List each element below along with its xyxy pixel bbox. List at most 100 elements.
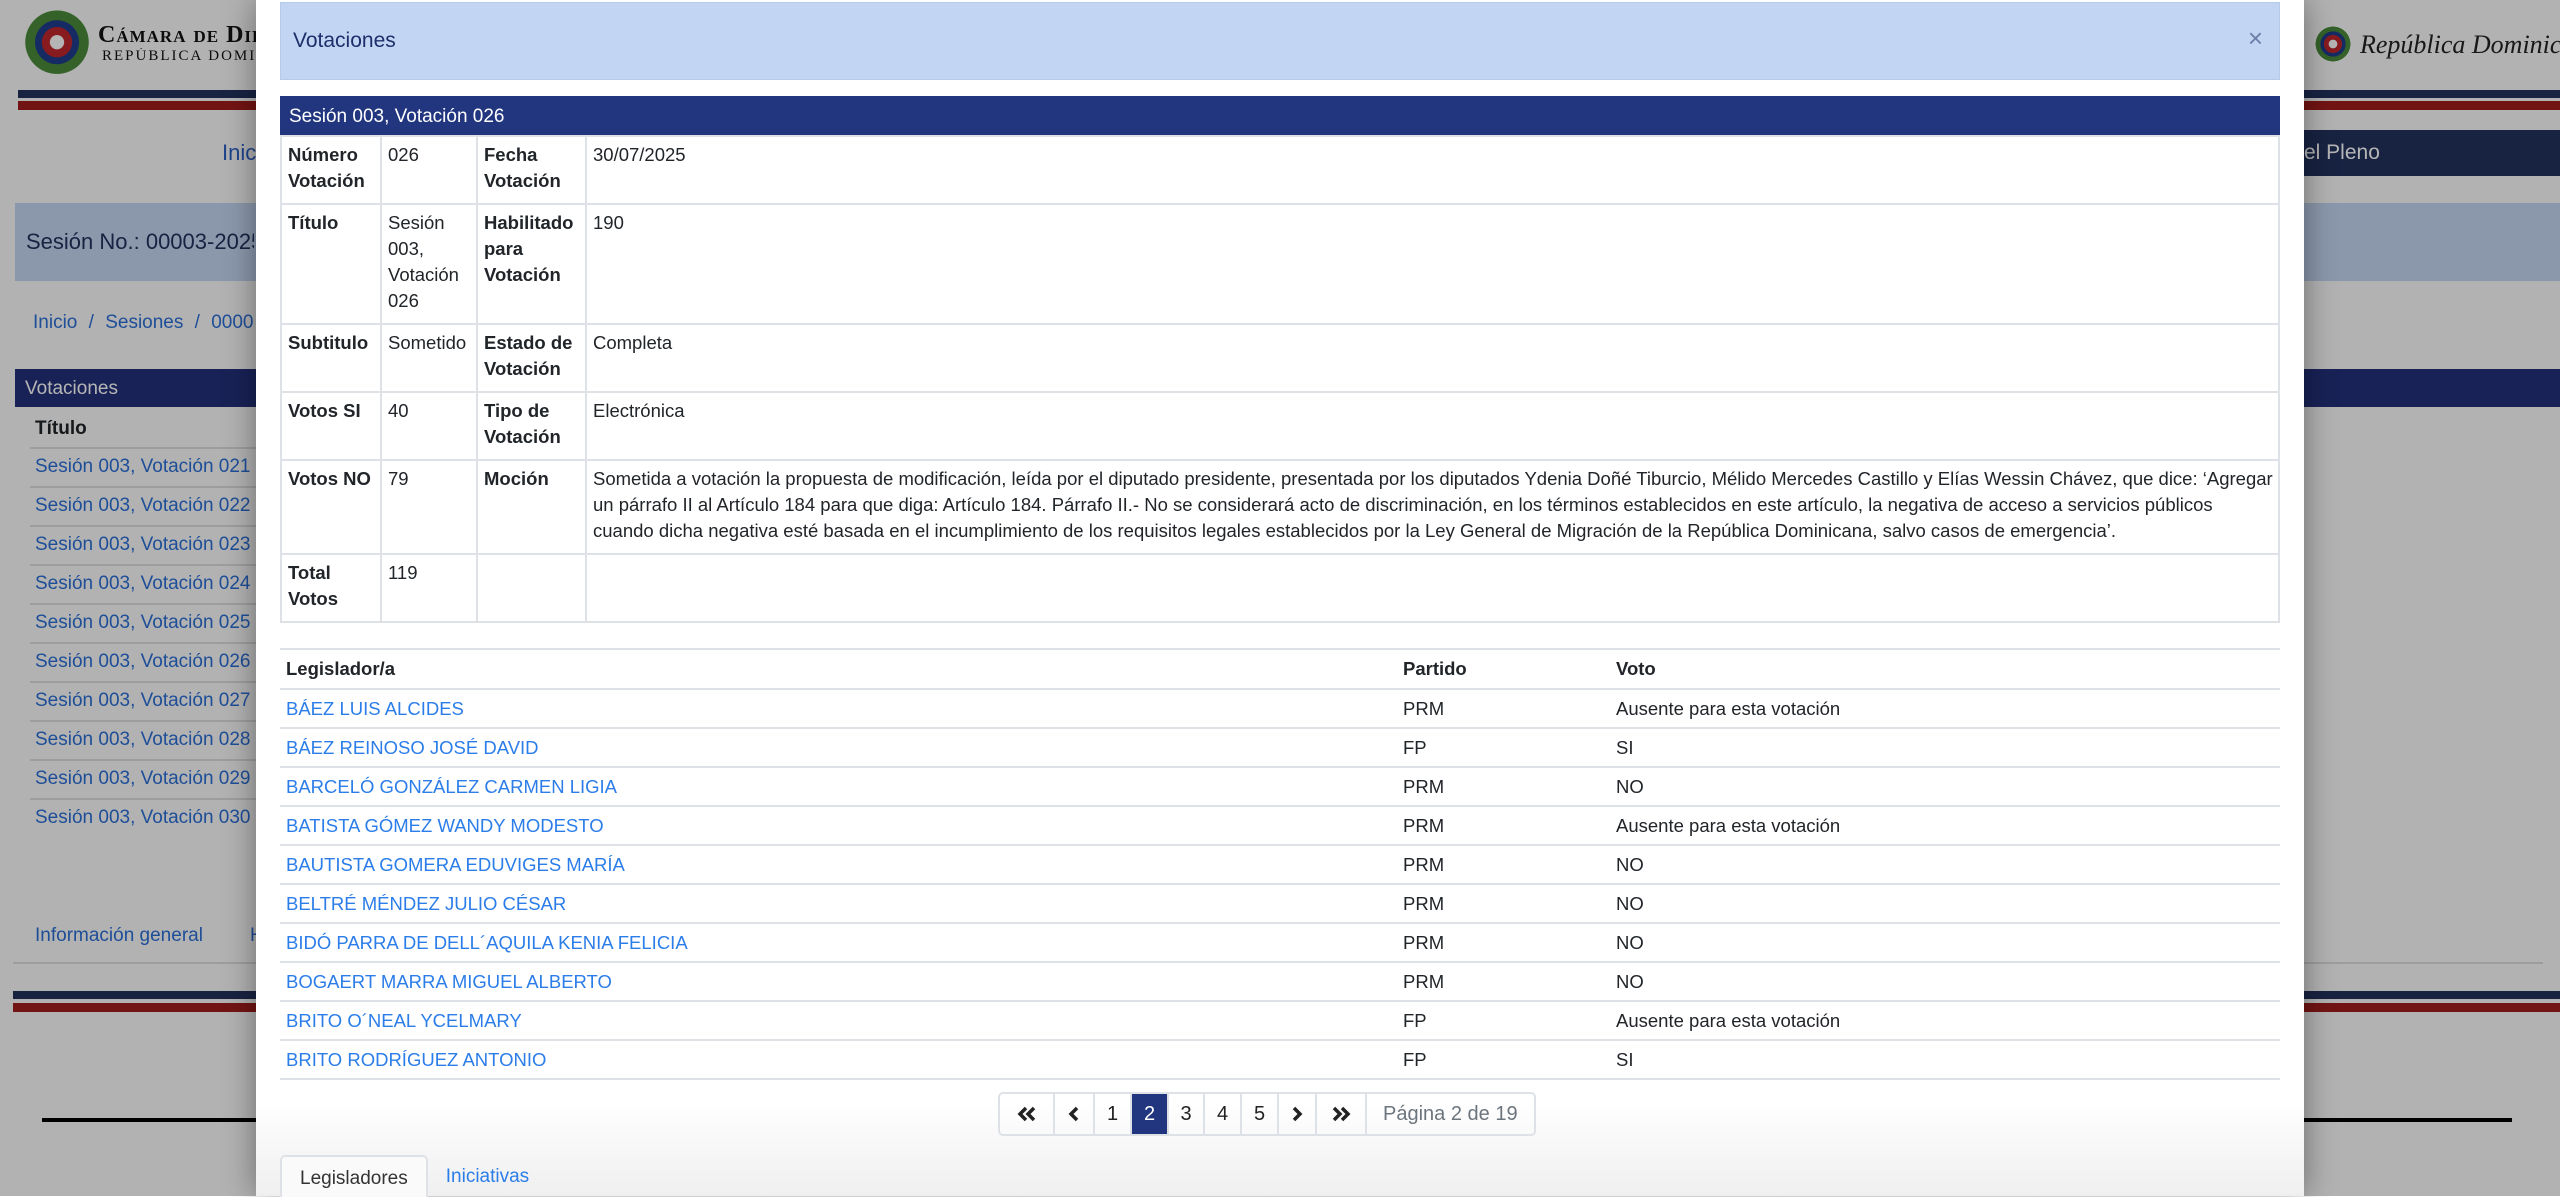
vote-cell: NO bbox=[1610, 884, 2280, 924]
tab-iniciativas[interactable]: Iniciativas bbox=[445, 1166, 530, 1187]
legislator-link[interactable]: BÁEZ LUIS ALCIDES bbox=[286, 697, 464, 719]
party-cell: PRM bbox=[1397, 845, 1610, 885]
tab-informacion-general[interactable]: Información general bbox=[35, 925, 203, 946]
table-row: Total Votos 119 bbox=[280, 553, 2280, 623]
party-cell: PRM bbox=[1397, 689, 1610, 729]
session-number: Sesión No.: 00003-2025 bbox=[26, 229, 254, 254]
tab-legisladores[interactable]: Legisladores bbox=[280, 1155, 428, 1197]
header-legislador: Legislador/a bbox=[280, 648, 1397, 690]
modal-header: Votaciones × bbox=[280, 2, 2280, 80]
legislator-link[interactable]: BRITO RODRÍGUEZ ANTONIO bbox=[286, 1048, 547, 1070]
votaciones-list: Sesión 003, Votación 021 Sesión 003, Vot… bbox=[30, 447, 256, 837]
party-cell: PRM bbox=[1397, 767, 1610, 807]
list-item[interactable]: Sesión 003, Votación 021 bbox=[30, 447, 256, 486]
label: Votos NO bbox=[280, 459, 382, 555]
value: Sometido bbox=[380, 323, 478, 393]
last-page-button[interactable] bbox=[1317, 1094, 1367, 1134]
first-page-button[interactable] bbox=[1000, 1094, 1055, 1134]
vote-cell: NO bbox=[1610, 845, 2280, 885]
party-cell: PRM bbox=[1397, 884, 1610, 924]
double-chevron-right-icon bbox=[1332, 1106, 1351, 1122]
prev-page-button[interactable] bbox=[1055, 1094, 1095, 1134]
vote-cell: SI bbox=[1610, 728, 2280, 768]
table-row: Votos NO 79 Moción Sometida a votación la p… bbox=[280, 459, 2280, 555]
page-2-button[interactable]: 2 bbox=[1132, 1094, 1169, 1134]
legislator-link[interactable]: BRITO O´NEAL YCELMARY bbox=[286, 1009, 522, 1031]
modal-title: Votaciones bbox=[293, 29, 396, 52]
table-row: Votos SI 40 Tipo de Votación Electrónica bbox=[280, 391, 2280, 461]
table-row: Título Sesión 003, Votación 026 Habilitado… bbox=[280, 203, 2280, 325]
legislator-cell: BÁEZ REINOSO JOSÉ DAVID bbox=[280, 728, 1397, 768]
list-item[interactable]: Sesión 003, Votación 029 bbox=[30, 759, 256, 798]
table-row: BARCELÓ GONZÁLEZ CARMEN LIGIA PRM NO bbox=[280, 767, 2280, 807]
nav-inicio[interactable]: Inicio bbox=[222, 140, 256, 165]
legislator-link[interactable]: BAUTISTA GOMERA EDUVIGES MARÍA bbox=[286, 853, 625, 875]
legislator-link[interactable]: BIDÓ PARRA DE DELL´AQUILA KENIA FELICIA bbox=[286, 931, 688, 953]
value: 30/07/2025 bbox=[585, 135, 2280, 205]
party-cell: FP bbox=[1397, 1001, 1610, 1041]
value: Sesión 003, Votación 026 bbox=[380, 203, 478, 325]
legislator-cell: BATISTA GÓMEZ WANDY MODESTO bbox=[280, 806, 1397, 846]
vote-details-table: Número Votación 026 Fecha Votación 30/07/20… bbox=[280, 135, 2280, 623]
legislator-cell: BAUTISTA GOMERA EDUVIGES MARÍA bbox=[280, 845, 1397, 885]
legislator-cell: BÁEZ LUIS ALCIDES bbox=[280, 689, 1397, 729]
list-item[interactable]: Sesión 003, Votación 025 bbox=[30, 603, 256, 642]
list-item[interactable]: Sesión 003, Votación 030 bbox=[30, 798, 256, 837]
label: Moción bbox=[476, 459, 587, 555]
legislator-link[interactable]: BATISTA GÓMEZ WANDY MODESTO bbox=[286, 814, 604, 836]
table-row: BOGAERT MARRA MIGUEL ALBERTO PRM NO bbox=[280, 962, 2280, 1002]
page-4-button[interactable]: 4 bbox=[1205, 1094, 1242, 1134]
label: Votos SI bbox=[280, 391, 382, 461]
value: 190 bbox=[585, 203, 2280, 325]
site-subtitle: REPÚBLICA DOMINICANA bbox=[102, 48, 256, 64]
legislator-cell: BRITO RODRÍGUEZ ANTONIO bbox=[280, 1040, 1397, 1080]
party-cell: FP bbox=[1397, 1040, 1610, 1080]
legislator-link[interactable]: BÁEZ REINOSO JOSÉ DAVID bbox=[286, 736, 539, 758]
votaciones-modal: Votaciones × Sesión 003, Votación 026 Nú… bbox=[256, 0, 2304, 1197]
list-item[interactable]: Sesión 003, Votación 024 bbox=[30, 564, 256, 603]
nav-pleno[interactable]: el Pleno bbox=[2304, 130, 2560, 176]
page-3-button[interactable]: 3 bbox=[1169, 1094, 1205, 1134]
value: 119 bbox=[380, 553, 478, 623]
list-item[interactable]: Sesión 003, Votación 026 bbox=[30, 642, 256, 681]
list-item[interactable]: Sesión 003, Votación 023 bbox=[30, 525, 256, 564]
label: Total Votos bbox=[280, 553, 382, 623]
legislator-cell: BOGAERT MARRA MIGUEL ALBERTO bbox=[280, 962, 1397, 1002]
tab-h[interactable]: H bbox=[250, 925, 256, 947]
legislator-cell: BARCELÓ GONZÁLEZ CARMEN LIGIA bbox=[280, 767, 1397, 807]
republica-dominicana-logo bbox=[2313, 26, 2353, 66]
table-row: Número Votación 026 Fecha Votación 30/07/20… bbox=[280, 135, 2280, 205]
label: Título bbox=[280, 203, 382, 325]
republica-dominicana-text: República Dominicana bbox=[2360, 30, 2560, 59]
header-partido: Partido bbox=[1397, 648, 1610, 690]
breadcrumb-sesiones[interactable]: Sesiones bbox=[105, 312, 184, 333]
modal-tabs: Legisladores Iniciativas bbox=[280, 1155, 547, 1197]
table-row: BÁEZ REINOSO JOSÉ DAVID FP SI bbox=[280, 728, 2280, 768]
table-row: BAUTISTA GOMERA EDUVIGES MARÍA PRM NO bbox=[280, 845, 2280, 885]
section-title: Sesión 003, Votación 026 bbox=[280, 96, 2280, 135]
breadcrumb-inicio[interactable]: Inicio bbox=[33, 312, 78, 333]
next-page-button[interactable] bbox=[1279, 1094, 1317, 1134]
list-item[interactable]: Sesión 003, Votación 022 bbox=[30, 486, 256, 525]
party-cell: FP bbox=[1397, 728, 1610, 768]
page-info: Página 2 de 19 bbox=[1383, 1102, 1518, 1125]
label: Habilitado para Votación bbox=[476, 203, 587, 325]
table-row: BÁEZ LUIS ALCIDES PRM Ausente para esta vo… bbox=[280, 689, 2280, 729]
value: 40 bbox=[380, 391, 478, 461]
list-item[interactable]: Sesión 003, Votación 027 bbox=[30, 681, 256, 720]
legislator-link[interactable]: BOGAERT MARRA MIGUEL ALBERTO bbox=[286, 970, 612, 992]
list-item[interactable]: Sesión 003, Votación 028 bbox=[30, 720, 256, 759]
legislator-link[interactable]: BARCELÓ GONZÁLEZ CARMEN LIGIA bbox=[286, 775, 618, 797]
label: Estado de Votación bbox=[476, 323, 587, 393]
legislator-link[interactable]: BELTRÉ MÉNDEZ JULIO CÉSAR bbox=[286, 892, 567, 914]
page-1-button[interactable]: 1 bbox=[1095, 1094, 1132, 1134]
breadcrumb-session[interactable]: 0000 bbox=[211, 312, 254, 333]
site-title: Cámara de Diputados bbox=[98, 22, 256, 48]
chevron-left-icon bbox=[1068, 1106, 1079, 1122]
page-5-button[interactable]: 5 bbox=[1242, 1094, 1279, 1134]
vote-cell: NO bbox=[1610, 923, 2280, 963]
vote-cell: NO bbox=[1610, 962, 2280, 1002]
legislator-cell: BIDÓ PARRA DE DELL´AQUILA KENIA FELICIA bbox=[280, 923, 1397, 963]
close-icon[interactable]: × bbox=[2247, 23, 2263, 53]
value: 026 bbox=[380, 135, 478, 205]
